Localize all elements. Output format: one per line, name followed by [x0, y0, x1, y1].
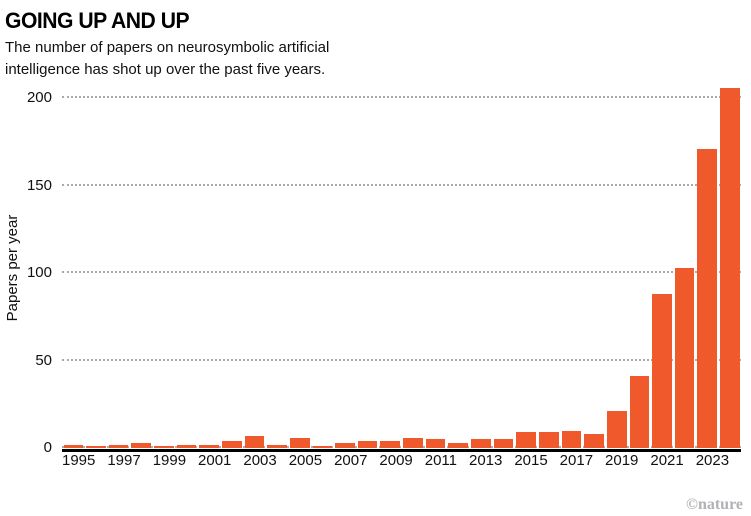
x-tick-label-2010 — [413, 452, 425, 472]
bar-2022 — [674, 267, 695, 448]
x-tick-label-2016 — [548, 452, 560, 472]
bar-1999 — [154, 446, 174, 448]
x-axis-tick-labels: 1995 1997 1999 2001 2003 2005 2007 2009 2011 2013… — [62, 452, 741, 472]
x-tick-label-2007: 2007 — [334, 452, 368, 469]
x-tick-label-2006 — [322, 452, 334, 472]
bar-2017 — [561, 430, 582, 448]
nature-credit: ©nature — [686, 496, 743, 513]
bar-2009 — [380, 441, 401, 448]
chart-title: GOING UP AND UP — [5, 8, 190, 33]
x-tick-label-2022 — [684, 452, 696, 472]
bar-1997 — [108, 444, 129, 448]
x-tick-label-2024 — [729, 452, 741, 472]
bar-2019 — [606, 411, 627, 448]
bar-2007 — [335, 442, 355, 448]
bar-2000 — [176, 444, 197, 448]
x-tick-label-2017: 2017 — [559, 452, 594, 469]
gridline-150 — [62, 183, 741, 186]
x-tick-label-2018 — [593, 452, 605, 472]
x-tick-label-2014 — [502, 452, 514, 472]
x-tick-label-2023: 2023 — [695, 452, 730, 469]
bar-2010 — [403, 437, 423, 448]
y-tick-label-100: 100 — [26, 264, 52, 281]
x-tick-label-2001: 2001 — [198, 452, 232, 469]
bar-2011 — [425, 439, 446, 448]
bar-2014 — [493, 439, 514, 448]
bar-2024 — [720, 87, 740, 448]
bar-2016 — [538, 432, 559, 448]
x-tick-label-1997: 1997 — [107, 452, 141, 469]
bar-2002 — [221, 441, 242, 448]
bar-2015 — [516, 432, 536, 448]
bar-2003 — [244, 435, 265, 448]
chart-subtitle: The number of papers on neurosymbolic ar… — [5, 39, 330, 78]
bar-2020 — [629, 376, 650, 448]
gridline-50 — [62, 358, 741, 361]
x-tick-label-2020 — [638, 452, 650, 472]
bar-2012 — [448, 442, 469, 448]
gridline-200 — [62, 96, 741, 98]
bar-2001 — [199, 444, 219, 448]
bar-1996 — [86, 446, 106, 448]
bar-2018 — [584, 434, 604, 448]
x-tick-label-2011: 2011 — [424, 452, 458, 469]
x-tick-label-1999: 1999 — [152, 452, 187, 469]
x-tick-label-2013: 2013 — [468, 452, 503, 469]
y-tick-label-50: 50 — [35, 351, 52, 369]
x-tick-label-2004 — [277, 452, 289, 472]
y-tick-label-0: 0 — [43, 439, 52, 456]
bar-2021 — [652, 294, 672, 448]
x-tick-label-2012 — [457, 452, 469, 472]
x-tick-label-2009: 2009 — [379, 452, 413, 469]
bar-2023 — [697, 148, 718, 448]
plot-area: 0 50 100 150 200 — [27, 86, 741, 456]
y-tick-label-150: 150 — [26, 176, 52, 194]
x-tick-label-1998 — [141, 452, 153, 472]
x-tick-label-2008 — [367, 452, 379, 472]
bar-2004 — [267, 444, 287, 448]
gridline-0 — [62, 446, 741, 448]
x-tick-label-2000 — [186, 452, 198, 472]
bar-1995 — [63, 444, 84, 448]
bar-2013 — [471, 439, 491, 448]
y-tick-label-200: 200 — [26, 89, 52, 106]
x-tick-label-2003: 2003 — [243, 452, 277, 469]
bar-2006 — [312, 446, 333, 448]
bar-1998 — [131, 442, 152, 448]
x-tick-label-2021: 2021 — [650, 452, 684, 469]
gridline-100 — [62, 271, 741, 273]
bar-2005 — [289, 437, 310, 448]
x-tick-label-2019: 2019 — [605, 452, 639, 469]
x-axis-line — [62, 449, 741, 452]
x-tick-label-1996 — [95, 452, 107, 472]
x-tick-label-2005: 2005 — [288, 452, 323, 469]
x-tick-label-2002 — [231, 452, 243, 472]
bar-2008 — [357, 441, 378, 448]
x-tick-label-2015: 2015 — [514, 452, 548, 469]
x-tick-label-1995: 1995 — [62, 452, 96, 469]
bar-series — [62, 86, 741, 448]
